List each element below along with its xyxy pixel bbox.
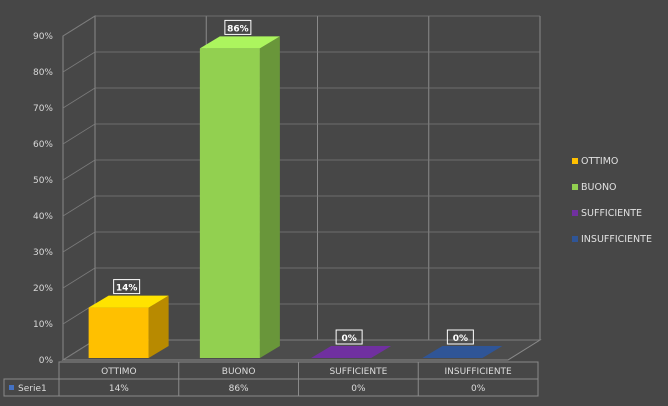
table-cell: 0% xyxy=(471,384,486,394)
data-labels: 14% 86% 0% 0% xyxy=(113,19,474,345)
x-tick-label: BUONO xyxy=(222,367,256,377)
legend-item[interactable]: SUFFICIENTE xyxy=(572,208,642,219)
gridline-side xyxy=(62,15,96,37)
y-tick-label: 70% xyxy=(33,104,53,114)
data-label-text: 14% xyxy=(116,284,138,294)
bar-flat xyxy=(311,346,392,358)
x-tick-label: INSUFFICIENTE xyxy=(445,367,513,377)
x-tick-label: SUFFICIENTE xyxy=(329,367,387,377)
table-cell: 0% xyxy=(351,384,366,394)
table-cell: 86% xyxy=(229,384,249,394)
table-cell: 14% xyxy=(109,384,129,394)
data-label-text: 86% xyxy=(227,24,249,34)
legend-label: BUONO xyxy=(581,182,617,193)
legend-item[interactable]: BUONO xyxy=(572,182,617,193)
data-label: 14% xyxy=(113,279,141,295)
data-label: 0% xyxy=(446,329,474,345)
table-data-row xyxy=(3,378,539,397)
gridline-side xyxy=(62,195,96,217)
data-label: 0% xyxy=(335,329,363,345)
bar-sufficiente[interactable] xyxy=(311,346,392,358)
data-label-text: 0% xyxy=(453,334,468,344)
legend-label: SUFFICIENTE xyxy=(581,208,642,219)
y-tick-label: 60% xyxy=(33,140,53,150)
y-tick-label: 20% xyxy=(33,284,53,294)
data-table: OTTIMO 14% BUONO 86% SUFFICIENTE 0% INSUFFICIE… xyxy=(3,361,539,397)
gridline-side xyxy=(62,87,96,109)
legend-item[interactable]: INSUFFICIENTE xyxy=(572,234,652,245)
y-tick-label: 0% xyxy=(39,356,54,366)
bar-buono[interactable] xyxy=(199,36,280,359)
bar-front xyxy=(199,48,260,359)
data-label-box xyxy=(335,329,363,345)
gridline-side xyxy=(62,159,96,181)
series-name: Serie1 xyxy=(18,384,47,394)
y-tick-label: 90% xyxy=(33,32,53,42)
gridline-side xyxy=(62,231,96,253)
legend[interactable]: OTTIMO BUONO SUFFICIENTE INSUFFICIENTE xyxy=(572,156,652,245)
y-tick-label: 30% xyxy=(33,248,53,258)
legend-swatch xyxy=(572,184,578,190)
y-tick-label: 40% xyxy=(33,212,53,222)
series-legend-key xyxy=(9,385,14,390)
legend-label: OTTIMO xyxy=(581,156,618,167)
gridline-side xyxy=(62,123,96,145)
data-label-text: 0% xyxy=(341,334,356,344)
bar-side xyxy=(148,295,169,358)
legend-swatch xyxy=(572,236,578,242)
bar-ottimo[interactable] xyxy=(88,295,169,358)
y-axis-ticks: 0% 10% 20% 30% 40% 50% 60% 70% 80% 90% xyxy=(33,32,53,366)
legend-swatch xyxy=(572,210,578,216)
bar-insufficiente[interactable] xyxy=(422,346,503,358)
bar-top xyxy=(199,36,280,49)
y-tick-label: 10% xyxy=(33,320,53,330)
gridlines xyxy=(62,15,540,361)
bars xyxy=(88,36,503,359)
legend-item[interactable]: OTTIMO xyxy=(572,156,618,167)
y-tick-label: 80% xyxy=(33,68,53,78)
y-tick-label: 50% xyxy=(33,176,53,186)
bar-side xyxy=(259,36,280,359)
x-tick-label: OTTIMO xyxy=(101,367,136,377)
bar-front xyxy=(88,307,149,358)
legend-swatch xyxy=(572,158,578,164)
gridline-side xyxy=(62,267,96,289)
data-label: 86% xyxy=(224,19,252,35)
data-label-box xyxy=(224,19,252,35)
gridline-side xyxy=(62,51,96,73)
bar-flat xyxy=(422,346,503,358)
data-label-box xyxy=(446,329,474,345)
legend-label: INSUFFICIENTE xyxy=(581,234,652,245)
bar-top xyxy=(88,295,169,308)
data-label-box xyxy=(113,279,141,295)
